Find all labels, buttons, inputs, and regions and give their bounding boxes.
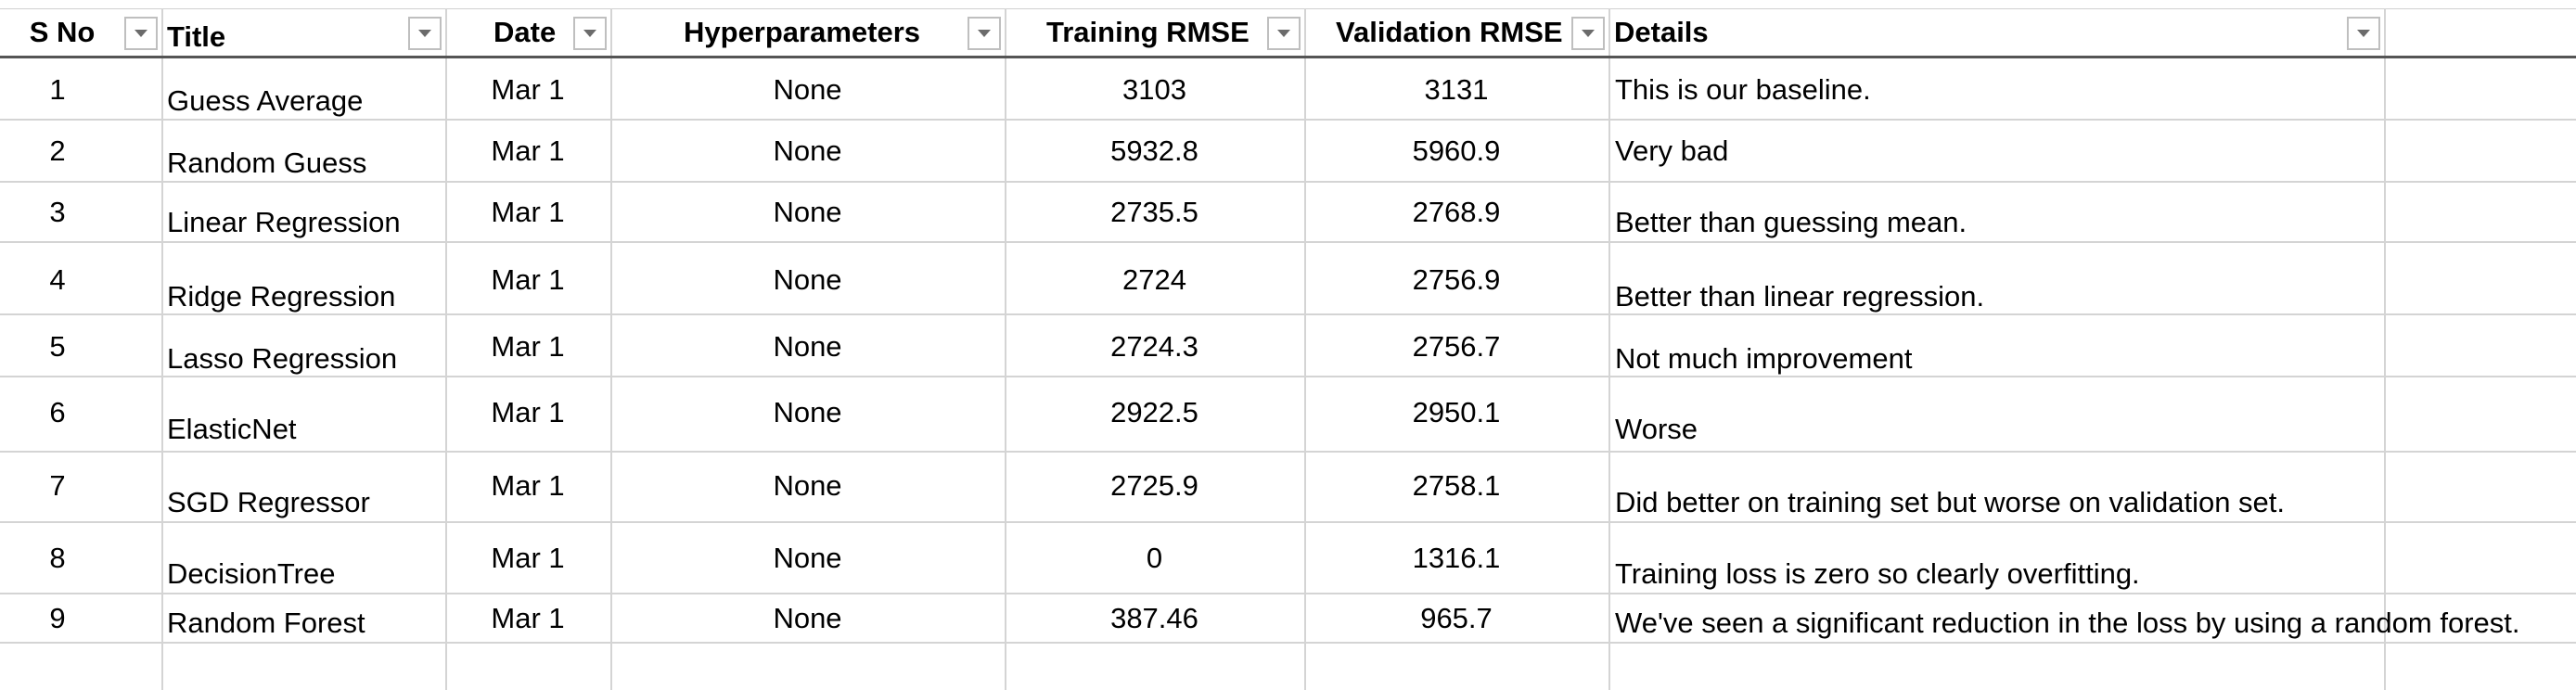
cell-title[interactable]: Linear Regression — [167, 206, 401, 238]
header-details: Details — [1614, 16, 1709, 48]
cell-sno[interactable]: 4 — [49, 263, 66, 296]
filter-button-hyperparameters[interactable] — [968, 17, 1001, 50]
cell-training-rmse[interactable]: 2725.9 — [1110, 469, 1198, 502]
filter-button-training-rmse[interactable] — [1267, 17, 1301, 50]
cell-date[interactable]: Mar 1 — [491, 469, 565, 502]
cell-date[interactable]: Mar 1 — [491, 263, 565, 296]
dropdown-arrow-icon — [1582, 30, 1595, 37]
cell-sno[interactable]: 8 — [49, 542, 66, 574]
cell-title[interactable]: Random Guess — [167, 147, 367, 179]
cell-sno[interactable]: 9 — [49, 602, 66, 634]
cell-hyperparameters[interactable]: None — [773, 196, 842, 228]
cell-validation-rmse[interactable]: 2758.1 — [1412, 469, 1501, 502]
cell-details[interactable]: Very bad — [1615, 134, 1729, 167]
cell-details[interactable]: Not much improvement — [1615, 342, 1913, 375]
cell-date[interactable]: Mar 1 — [491, 396, 565, 428]
cell-details[interactable]: Training loss is zero so clearly overfit… — [1615, 557, 2140, 590]
header-validation-rmse: Validation RMSE — [1336, 16, 1563, 48]
dropdown-arrow-icon — [135, 30, 147, 37]
filter-button-date[interactable] — [573, 17, 607, 50]
cell-date[interactable]: Mar 1 — [491, 330, 565, 363]
cell-hyperparameters[interactable]: None — [773, 263, 842, 296]
cell-sno[interactable]: 2 — [49, 134, 66, 167]
cell-details[interactable]: Better than guessing mean. — [1615, 206, 1967, 238]
cell-validation-rmse[interactable]: 1316.1 — [1412, 542, 1501, 574]
header-date: Date — [493, 16, 557, 48]
filter-button-validation-rmse[interactable] — [1571, 17, 1605, 50]
cell-hyperparameters[interactable]: None — [773, 134, 842, 167]
cell-training-rmse[interactable]: 2735.5 — [1110, 196, 1198, 228]
cell-training-rmse[interactable]: 2724.3 — [1110, 330, 1198, 363]
cell-validation-rmse[interactable]: 965.7 — [1420, 602, 1493, 634]
cell-details[interactable]: Did better on training set but worse on … — [1615, 486, 2286, 518]
cell-training-rmse[interactable]: 2724 — [1122, 263, 1186, 296]
header-hyperparameters: Hyperparameters — [684, 16, 921, 48]
header-title: Title — [167, 20, 226, 53]
cell-title[interactable]: Guess Average — [167, 84, 364, 117]
cell-hyperparameters[interactable]: None — [773, 469, 842, 502]
filter-button-title[interactable] — [408, 17, 442, 50]
cell-details[interactable]: Better than linear regression. — [1615, 280, 1985, 313]
cell-date[interactable]: Mar 1 — [491, 73, 565, 106]
dropdown-arrow-icon — [583, 30, 596, 37]
filter-button-details[interactable] — [2347, 17, 2380, 50]
cell-validation-rmse[interactable]: 2768.9 — [1412, 196, 1501, 228]
header-sno: S No — [29, 16, 96, 48]
cell-hyperparameters[interactable]: None — [773, 542, 842, 574]
cell-details[interactable]: Worse — [1615, 413, 1698, 445]
header-training-rmse: Training RMSE — [1046, 16, 1250, 48]
cell-title[interactable]: SGD Regressor — [167, 486, 370, 518]
cell-hyperparameters[interactable]: None — [773, 602, 842, 634]
dropdown-arrow-icon — [978, 30, 991, 37]
dropdown-arrow-icon — [1277, 30, 1290, 37]
cell-sno[interactable]: 3 — [49, 196, 66, 228]
cell-training-rmse[interactable]: 2922.5 — [1110, 396, 1198, 428]
cell-details[interactable]: We've seen a significant reduction in th… — [1615, 607, 2520, 639]
cell-training-rmse[interactable]: 5932.8 — [1110, 134, 1198, 167]
dropdown-arrow-icon — [2357, 30, 2370, 37]
cell-date[interactable]: Mar 1 — [491, 542, 565, 574]
cell-date[interactable]: Mar 1 — [491, 602, 565, 634]
cell-validation-rmse[interactable]: 5960.9 — [1412, 134, 1501, 167]
previous-row-strip — [0, 0, 2576, 9]
cell-validation-rmse[interactable]: 3131 — [1424, 73, 1489, 106]
cell-training-rmse[interactable]: 387.46 — [1110, 602, 1198, 634]
cell-training-rmse[interactable]: 0 — [1146, 542, 1163, 574]
cell-hyperparameters[interactable]: None — [773, 330, 842, 363]
cell-date[interactable]: Mar 1 — [491, 134, 565, 167]
cell-sno[interactable]: 5 — [49, 330, 66, 363]
cell-validation-rmse[interactable]: 2950.1 — [1412, 396, 1501, 428]
cell-title[interactable]: ElasticNet — [167, 413, 297, 445]
cell-sno[interactable]: 6 — [49, 396, 66, 428]
cell-title[interactable]: Ridge Regression — [167, 280, 396, 313]
cell-training-rmse[interactable]: 3103 — [1122, 73, 1186, 106]
cell-title[interactable]: Lasso Regression — [167, 342, 398, 375]
header-divider — [0, 56, 2576, 58]
cell-hyperparameters[interactable]: None — [773, 396, 842, 428]
cell-hyperparameters[interactable]: None — [773, 73, 842, 106]
cell-validation-rmse[interactable]: 2756.9 — [1412, 263, 1501, 296]
dropdown-arrow-icon — [418, 30, 431, 37]
cell-validation-rmse[interactable]: 2756.7 — [1412, 330, 1501, 363]
cell-sno[interactable]: 1 — [49, 73, 66, 106]
cell-title[interactable]: DecisionTree — [167, 557, 336, 590]
cell-details[interactable]: This is our baseline. — [1615, 73, 1871, 106]
cell-date[interactable]: Mar 1 — [491, 196, 565, 228]
cell-sno[interactable]: 7 — [49, 469, 66, 502]
filter-button-sno[interactable] — [124, 17, 158, 50]
cell-title[interactable]: Random Forest — [167, 607, 365, 639]
